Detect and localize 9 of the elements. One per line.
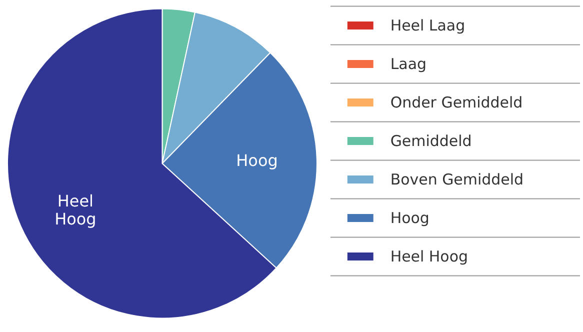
legend-label: Heel Laag [390, 16, 466, 35]
legend-label: Heel Hoog [390, 248, 468, 266]
legend-label: Hoog [390, 209, 430, 228]
legend-label: Boven Gemiddeld [390, 170, 524, 189]
data-label: Heel Hoog [54, 192, 96, 229]
legend-label: Gemiddeld [390, 132, 472, 150]
data-label: Hoog [236, 150, 278, 170]
legend-label: Onder Gemiddeld [390, 94, 523, 112]
legend-label: Laag [390, 55, 427, 74]
